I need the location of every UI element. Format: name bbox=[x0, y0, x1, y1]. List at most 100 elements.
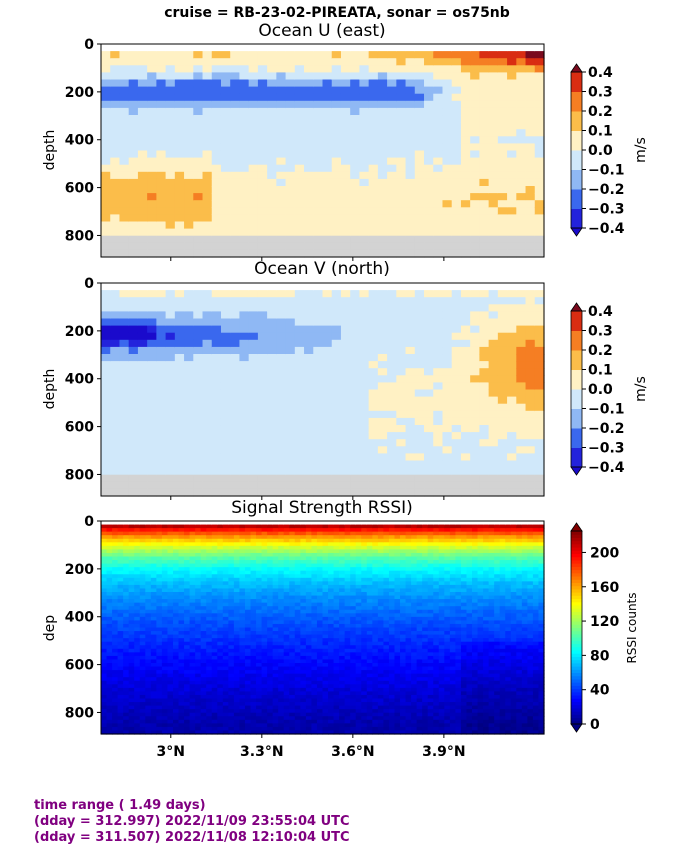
heatmap-cell bbox=[405, 297, 416, 305]
heatmap-cell bbox=[239, 663, 246, 668]
colorbar-tick-label: 0.1 bbox=[588, 363, 613, 379]
colorbar-bin bbox=[571, 169, 582, 190]
heatmap-cell bbox=[516, 396, 527, 405]
heatmap-cell bbox=[256, 726, 263, 732]
heatmap-cell bbox=[106, 705, 113, 710]
heatmap-cell bbox=[534, 193, 545, 201]
heatmap-cell bbox=[211, 375, 222, 383]
heatmap-cell bbox=[147, 368, 157, 376]
heatmap-cell bbox=[248, 214, 259, 223]
heatmap-cell bbox=[145, 687, 152, 692]
heatmap-cell bbox=[368, 382, 379, 391]
heatmap-cell bbox=[112, 687, 119, 692]
heatmap-cell bbox=[230, 382, 241, 391]
heatmap-cell bbox=[178, 528, 185, 533]
heatmap-cell bbox=[267, 634, 274, 639]
heatmap-cell bbox=[200, 655, 207, 661]
heatmap-cell bbox=[244, 712, 252, 717]
heatmap-cell bbox=[433, 79, 444, 88]
heatmap-cell bbox=[161, 638, 169, 643]
heatmap-cell bbox=[233, 645, 241, 650]
heatmap-cell bbox=[525, 178, 536, 187]
heatmap-cell bbox=[150, 709, 157, 714]
heatmap-cell bbox=[368, 332, 379, 341]
heatmap-cell bbox=[414, 86, 425, 95]
heatmap-cell bbox=[156, 684, 163, 689]
heatmap-cell bbox=[134, 723, 141, 728]
heatmap-cell bbox=[387, 44, 397, 52]
heatmap-cell bbox=[123, 648, 130, 653]
heatmap-cell bbox=[396, 439, 407, 447]
heatmap-cell bbox=[470, 193, 480, 201]
heatmap-cell bbox=[488, 446, 499, 454]
heatmap-cell bbox=[134, 627, 141, 632]
heatmap-cell bbox=[414, 207, 425, 215]
heatmap-cell bbox=[534, 178, 545, 187]
heatmap-cell bbox=[387, 460, 397, 469]
heatmap-cell bbox=[202, 318, 213, 327]
heatmap-cell bbox=[156, 361, 167, 369]
heatmap-cell bbox=[257, 332, 268, 341]
heatmap-cell bbox=[244, 584, 252, 590]
heatmap-cell bbox=[233, 627, 241, 632]
heatmap-cell bbox=[202, 425, 213, 433]
heatmap-cell bbox=[233, 570, 241, 575]
heatmap-cell bbox=[202, 186, 213, 194]
heatmap-cell bbox=[230, 79, 241, 88]
heatmap-cell bbox=[396, 44, 407, 52]
heatmap-cell bbox=[147, 432, 157, 440]
heatmap-cell bbox=[230, 242, 241, 251]
heatmap-cell bbox=[134, 588, 141, 593]
heatmap-cell bbox=[167, 616, 174, 621]
heatmap-cell bbox=[340, 214, 351, 223]
heatmap-cell bbox=[161, 613, 169, 618]
heatmap-cell bbox=[442, 86, 453, 95]
heatmap-cell bbox=[525, 44, 536, 52]
heatmap-cell bbox=[304, 474, 314, 483]
heatmap-cell bbox=[377, 58, 388, 66]
heatmap-cell bbox=[172, 616, 180, 621]
heatmap-cell bbox=[165, 186, 176, 194]
heatmap-cell bbox=[206, 538, 213, 543]
heatmap-cell bbox=[256, 702, 263, 707]
heatmap-cell bbox=[294, 72, 305, 81]
heatmap-cell bbox=[172, 652, 180, 657]
heatmap-cell bbox=[451, 481, 462, 490]
heatmap-cell bbox=[488, 178, 499, 187]
heatmap-cell bbox=[139, 648, 146, 653]
heatmap-cell bbox=[272, 723, 279, 728]
heatmap-cell bbox=[414, 200, 425, 208]
heatmap-cell bbox=[156, 691, 163, 696]
heatmap-cell bbox=[248, 44, 259, 52]
heatmap-cell bbox=[460, 65, 471, 73]
ocean-v-ylabel: depth bbox=[42, 369, 58, 410]
heatmap-cell bbox=[534, 382, 545, 391]
heatmap-cell bbox=[178, 666, 185, 671]
heatmap-cell bbox=[368, 178, 379, 187]
heatmap-cell bbox=[193, 453, 204, 462]
heatmap-cell bbox=[150, 670, 157, 675]
heatmap-cell bbox=[117, 694, 124, 700]
heatmap-cell bbox=[112, 666, 119, 671]
heatmap-cell bbox=[106, 723, 113, 728]
heatmap-cell bbox=[470, 325, 480, 334]
heatmap-cell bbox=[350, 460, 361, 469]
heatmap-cell bbox=[368, 417, 379, 426]
heatmap-cell bbox=[147, 122, 157, 130]
heatmap-cell bbox=[217, 677, 224, 682]
heatmap-cell bbox=[276, 58, 287, 66]
heatmap-cell bbox=[222, 584, 229, 590]
heatmap-cell bbox=[220, 410, 231, 419]
heatmap-cell bbox=[139, 563, 146, 568]
heatmap-cell bbox=[377, 297, 388, 305]
heatmap-cell bbox=[239, 613, 246, 618]
heatmap-cell bbox=[525, 65, 536, 73]
heatmap-cell bbox=[228, 588, 235, 593]
heatmap-cell bbox=[145, 670, 152, 675]
heatmap-cell bbox=[147, 51, 157, 59]
heatmap-cell bbox=[424, 382, 434, 391]
heatmap-cell bbox=[340, 467, 351, 476]
heatmap-cell bbox=[272, 620, 279, 625]
heatmap-cell bbox=[117, 670, 124, 675]
heatmap-cell bbox=[184, 549, 191, 554]
